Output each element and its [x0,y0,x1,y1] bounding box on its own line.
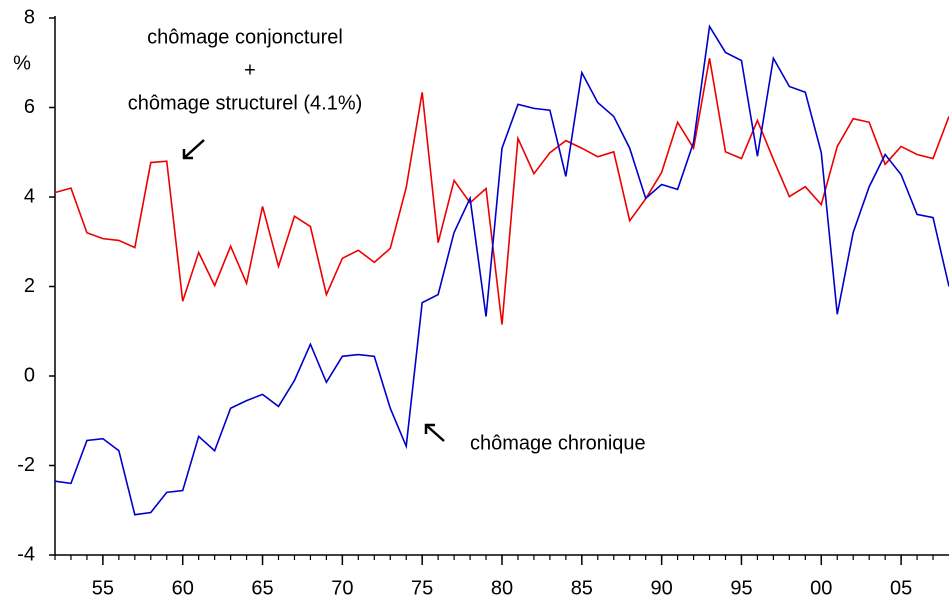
series-line [55,58,949,325]
x-tick-label: 70 [331,577,353,599]
annotation: + [244,59,256,81]
x-tick-label: 65 [251,577,273,599]
y-tick-label: -2 [17,454,35,476]
x-tick-label: 90 [651,577,673,599]
y-tick-label: -4 [17,543,35,565]
y-tick-label: 4 [24,185,35,207]
x-tick-label: 00 [810,577,832,599]
annotation: chômage conjoncturel [147,26,343,48]
x-tick-label: 95 [730,577,752,599]
x-tick-label: 80 [491,577,513,599]
y-tick-label: 2 [24,275,35,297]
annotation: chômage structurel (4.1%) [128,92,363,114]
arrow [424,423,445,442]
y-axis-label: % [13,52,31,74]
x-tick-label: 60 [172,577,194,599]
y-tick-label: 8 [24,6,35,28]
annotation: chômage chronique [470,432,646,454]
plot-area [55,24,949,516]
x-tick-label: 55 [92,577,114,599]
y-tick-label: 0 [24,364,35,386]
x-tick-label: 85 [571,577,593,599]
y-tick-label: 6 [24,96,35,118]
series-line [55,24,949,516]
x-tick-label: 05 [890,577,912,599]
x-tick-label: 75 [411,577,433,599]
arrow [182,139,205,160]
